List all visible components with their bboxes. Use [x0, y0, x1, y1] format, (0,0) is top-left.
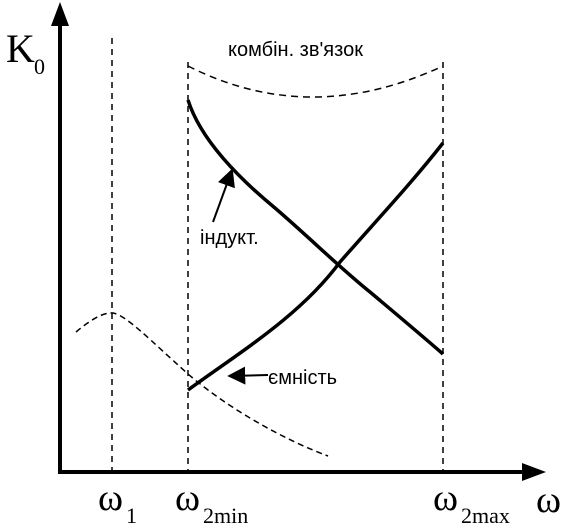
tick-w2max-sub: 2max	[461, 503, 510, 528]
capacitive-pointer-arrow	[227, 366, 269, 385]
combined-coupling-label: комбін. зв'язок	[228, 39, 363, 61]
tick-w1-sub: 1	[126, 503, 137, 528]
capacitive-coupling-curve	[186, 141, 445, 392]
x-axis-label: ω	[536, 479, 561, 521]
primary-resonance-curve	[75, 312, 329, 457]
y-axis-arrow	[51, 2, 69, 26]
y-axis-label-sub: 0	[34, 54, 45, 79]
x-axis-arrow	[522, 463, 546, 481]
tick-w2min-sub: 2min	[203, 503, 248, 528]
capacitive-label: ємність	[268, 367, 337, 389]
tick-w1-label: ω	[98, 477, 123, 519]
inductive-pointer-arrow	[212, 168, 235, 223]
tick-w2min-label: ω	[175, 477, 200, 519]
tick-w2max-label: ω	[433, 477, 458, 519]
y-axis-label: K	[6, 26, 35, 71]
inductive-coupling-curve	[186, 99, 445, 356]
inductive-label: індукт.	[200, 227, 259, 249]
combined-coupling-curve	[187, 65, 444, 98]
